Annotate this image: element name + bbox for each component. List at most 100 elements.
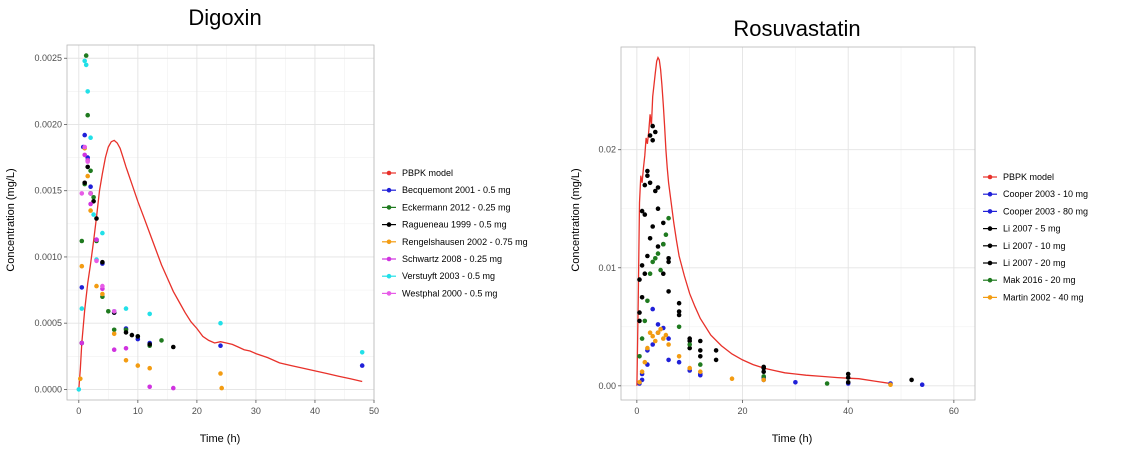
chart-title: Rosuvastatin xyxy=(733,16,860,41)
legend-point-key xyxy=(386,273,392,279)
data-point xyxy=(647,236,653,241)
rosuvastatin-chart: Rosuvastatin 0.00 0.01 0.02 0 20 40 60 Time (… xyxy=(565,0,1126,455)
legend-entry: Ragueneau 1999 - 0.5 mg xyxy=(402,220,507,230)
legend-entry: Eckermann 2012 - 0.25 mg xyxy=(402,202,511,212)
data-point xyxy=(82,152,87,158)
data-point xyxy=(647,180,653,186)
data-point xyxy=(661,241,666,247)
data-point xyxy=(123,330,129,335)
data-point xyxy=(645,345,650,351)
data-point xyxy=(91,195,96,200)
data-point xyxy=(687,345,692,351)
data-point xyxy=(100,230,105,236)
data-point xyxy=(761,369,766,375)
data-point xyxy=(85,89,90,94)
x-tick-label: 0 xyxy=(76,406,81,416)
data-point xyxy=(129,332,135,338)
data-point xyxy=(655,206,661,211)
data-point xyxy=(123,358,129,363)
data-point xyxy=(91,199,96,204)
data-point xyxy=(639,295,645,300)
data-point xyxy=(88,168,93,174)
digoxin-chart: Digoxin 0.0000 0.0005 0.0010 0.0015 0.0020 0.… xyxy=(5,5,528,445)
legend-entry: Li 2007 - 5 mg xyxy=(1003,224,1061,234)
data-point xyxy=(171,385,176,391)
data-point xyxy=(639,369,645,375)
data-point xyxy=(729,376,735,382)
x-axis-label: Time (h) xyxy=(772,433,813,445)
legend-point-key xyxy=(386,291,392,296)
data-point xyxy=(94,258,99,264)
data-point xyxy=(655,244,661,249)
data-point xyxy=(79,340,85,346)
data-point xyxy=(147,311,152,317)
data-point xyxy=(85,173,90,179)
data-point xyxy=(642,359,648,365)
digoxin-plot-svg: Digoxin 0.0000 0.0005 0.0010 0.0015 0.0020 0.… xyxy=(5,5,528,445)
legend-entry: Schwartz 2008 - 0.25 mg xyxy=(402,254,502,264)
data-point xyxy=(79,306,85,311)
data-point xyxy=(761,364,766,370)
data-point xyxy=(123,306,129,311)
data-point xyxy=(650,333,655,339)
data-point xyxy=(639,336,645,341)
data-point xyxy=(111,331,117,337)
data-point xyxy=(713,357,719,363)
data-point xyxy=(698,354,703,359)
data-point xyxy=(655,185,661,190)
data-point xyxy=(888,382,893,388)
data-point xyxy=(666,259,671,265)
data-point xyxy=(687,365,692,371)
data-point xyxy=(147,342,152,347)
data-point xyxy=(647,330,653,336)
legend-point-key xyxy=(987,174,993,180)
legend-entry: Li 2007 - 10 mg xyxy=(1003,241,1066,251)
data-point xyxy=(219,385,224,391)
data-point xyxy=(171,344,176,350)
data-point xyxy=(100,291,105,297)
data-point xyxy=(919,382,925,388)
data-point xyxy=(359,363,365,368)
legend: PBPK model Cooper 2003 - 10 mg Cooper 2003… xyxy=(983,172,1088,302)
data-point xyxy=(650,138,655,143)
legend-entry: Li 2007 - 20 mg xyxy=(1003,258,1066,268)
legend-point-key xyxy=(987,226,993,231)
data-point xyxy=(82,180,87,186)
data-point xyxy=(135,363,141,368)
x-tick-label: 20 xyxy=(738,406,748,416)
data-point xyxy=(85,164,90,170)
data-point xyxy=(661,220,666,226)
data-point xyxy=(698,348,703,353)
legend-entry: PBPK model xyxy=(402,168,453,178)
y-tick-label: 0.02 xyxy=(598,145,616,155)
data-point xyxy=(655,322,661,327)
data-point xyxy=(637,354,642,359)
data-point xyxy=(639,208,645,214)
plot-panel xyxy=(620,46,976,401)
data-point xyxy=(687,342,692,347)
data-point xyxy=(637,380,642,385)
data-point xyxy=(698,369,703,375)
data-point xyxy=(637,310,642,315)
data-point xyxy=(650,224,655,229)
data-point xyxy=(83,62,89,68)
data-point xyxy=(676,309,682,314)
data-point xyxy=(676,354,682,359)
data-point xyxy=(650,123,655,129)
legend-point-key xyxy=(987,243,993,249)
data-point xyxy=(793,380,798,385)
data-point xyxy=(100,283,105,289)
data-point xyxy=(645,168,650,174)
data-point xyxy=(909,377,914,383)
data-point xyxy=(111,309,117,314)
data-point xyxy=(100,259,105,265)
data-point xyxy=(88,191,93,196)
data-point xyxy=(698,372,703,378)
data-point xyxy=(698,362,703,367)
legend-point-key xyxy=(987,260,993,266)
data-point xyxy=(647,133,653,138)
legend-point-key xyxy=(987,277,993,283)
legend-entry: Rengelshausen 2002 - 0.75 mg xyxy=(402,237,528,247)
data-point xyxy=(111,327,117,333)
x-tick-label: 10 xyxy=(133,406,143,416)
